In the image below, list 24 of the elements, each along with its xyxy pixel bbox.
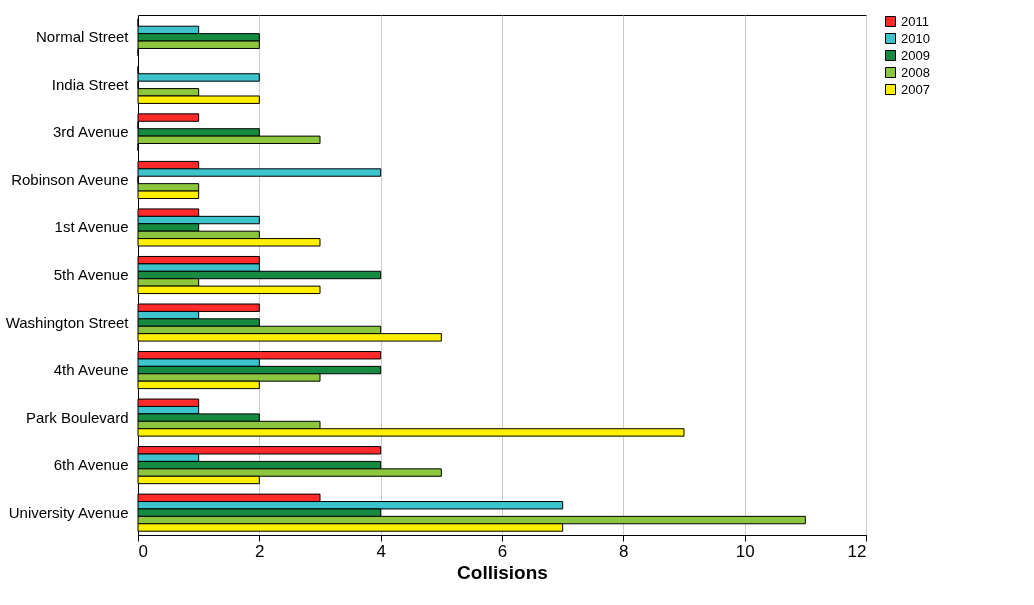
x-tick-label: 10 <box>735 541 755 561</box>
y-tick-label: Park Boulevard <box>25 408 129 426</box>
legend-label: 2011 <box>901 13 929 29</box>
x-tick-label: 4 <box>376 541 386 561</box>
legend-label: 2008 <box>901 64 930 80</box>
x-tick-label: 8 <box>619 541 629 561</box>
y-tick-label: India Street <box>51 75 130 93</box>
legend-label: 2010 <box>901 30 930 46</box>
y-tick-label: 4th Aveune <box>53 361 129 379</box>
y-tick-label: Robinson Aveune <box>11 170 129 188</box>
x-tick-label: 2 <box>255 541 265 561</box>
y-tick-label: 6th Avenue <box>53 456 129 474</box>
x-tick-label: 12 <box>847 541 867 561</box>
legend-label: 2009 <box>901 47 930 63</box>
y-tick-label: Normal Street <box>35 28 130 46</box>
x-tick-label: 6 <box>497 541 508 561</box>
legend-label: 2007 <box>901 81 930 97</box>
x-axis-title: Collisions <box>457 561 548 583</box>
x-tick-label: 0 <box>138 541 148 561</box>
y-tick-label: 3rd Avenue <box>52 123 129 141</box>
y-tick-label: University Avenue <box>8 503 129 521</box>
y-tick-label: Washington Street <box>5 313 130 331</box>
y-tick-label: 1st Avenue <box>54 218 129 236</box>
y-tick-label: 5th Avenue <box>53 266 129 283</box>
